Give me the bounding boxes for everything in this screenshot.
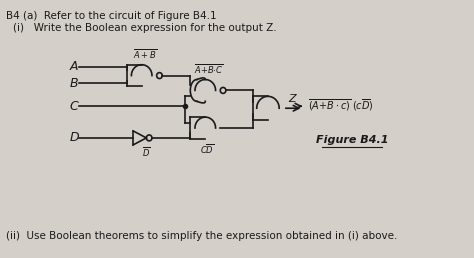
Text: $C\overline{D}$: $C\overline{D}$ — [200, 142, 214, 156]
Text: (i)   Write the Boolean expression for the output Z.: (i) Write the Boolean expression for the… — [13, 23, 276, 33]
Text: A: A — [70, 60, 79, 73]
Text: Z: Z — [289, 94, 296, 104]
Text: Figure B4.1: Figure B4.1 — [316, 135, 388, 145]
Text: (ii)  Use Boolean theorems to simplify the expression obtained in (i) above.: (ii) Use Boolean theorems to simplify th… — [6, 231, 397, 241]
Text: B: B — [70, 77, 79, 90]
Text: $\overline{A+B}$: $\overline{A+B}$ — [133, 47, 157, 61]
Text: B4 (a)  Refer to the circuit of Figure B4.1: B4 (a) Refer to the circuit of Figure B4… — [6, 11, 217, 21]
Text: C: C — [70, 100, 79, 113]
Text: D: D — [70, 131, 79, 144]
Text: $\overline{(A{+}B \cdot c)}\;(c\overline{D})$: $\overline{(A{+}B \cdot c)}\;(c\overline… — [308, 97, 374, 113]
Text: $\overline{D}$: $\overline{D}$ — [142, 145, 151, 159]
Text: $\overline{A{+}B{\cdot}C}$: $\overline{A{+}B{\cdot}C}$ — [194, 62, 224, 76]
